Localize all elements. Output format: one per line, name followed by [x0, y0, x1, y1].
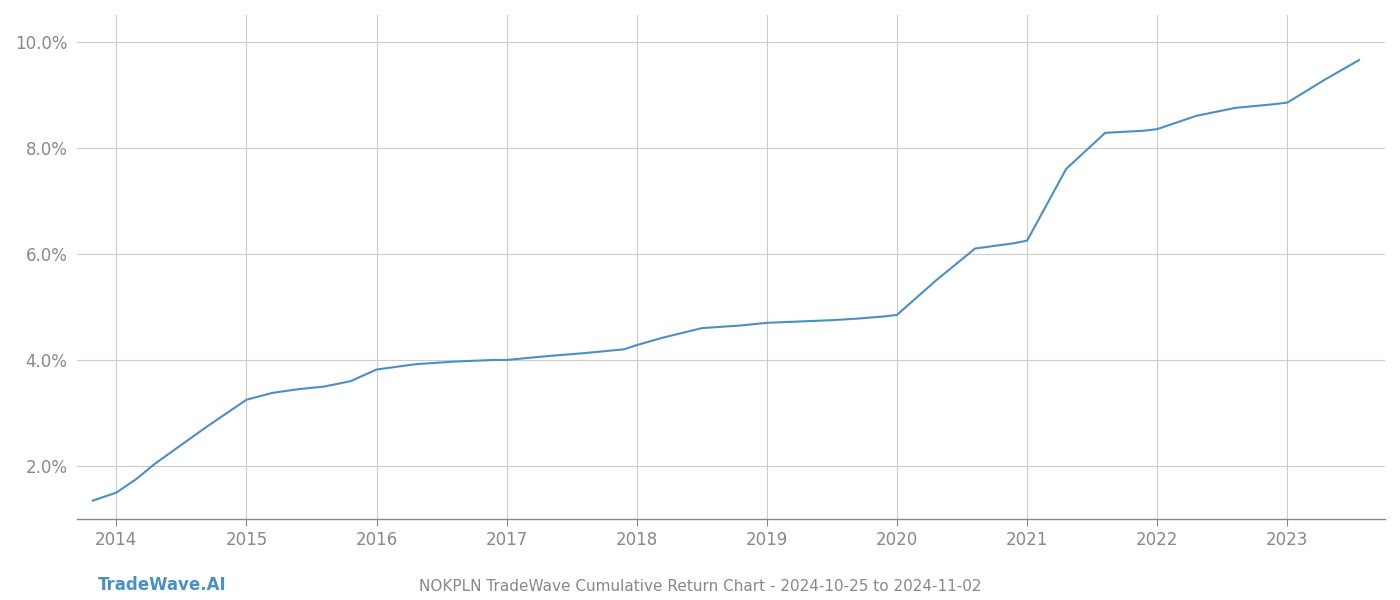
Text: NOKPLN TradeWave Cumulative Return Chart - 2024-10-25 to 2024-11-02: NOKPLN TradeWave Cumulative Return Chart…: [419, 579, 981, 594]
Text: TradeWave.AI: TradeWave.AI: [98, 576, 227, 594]
